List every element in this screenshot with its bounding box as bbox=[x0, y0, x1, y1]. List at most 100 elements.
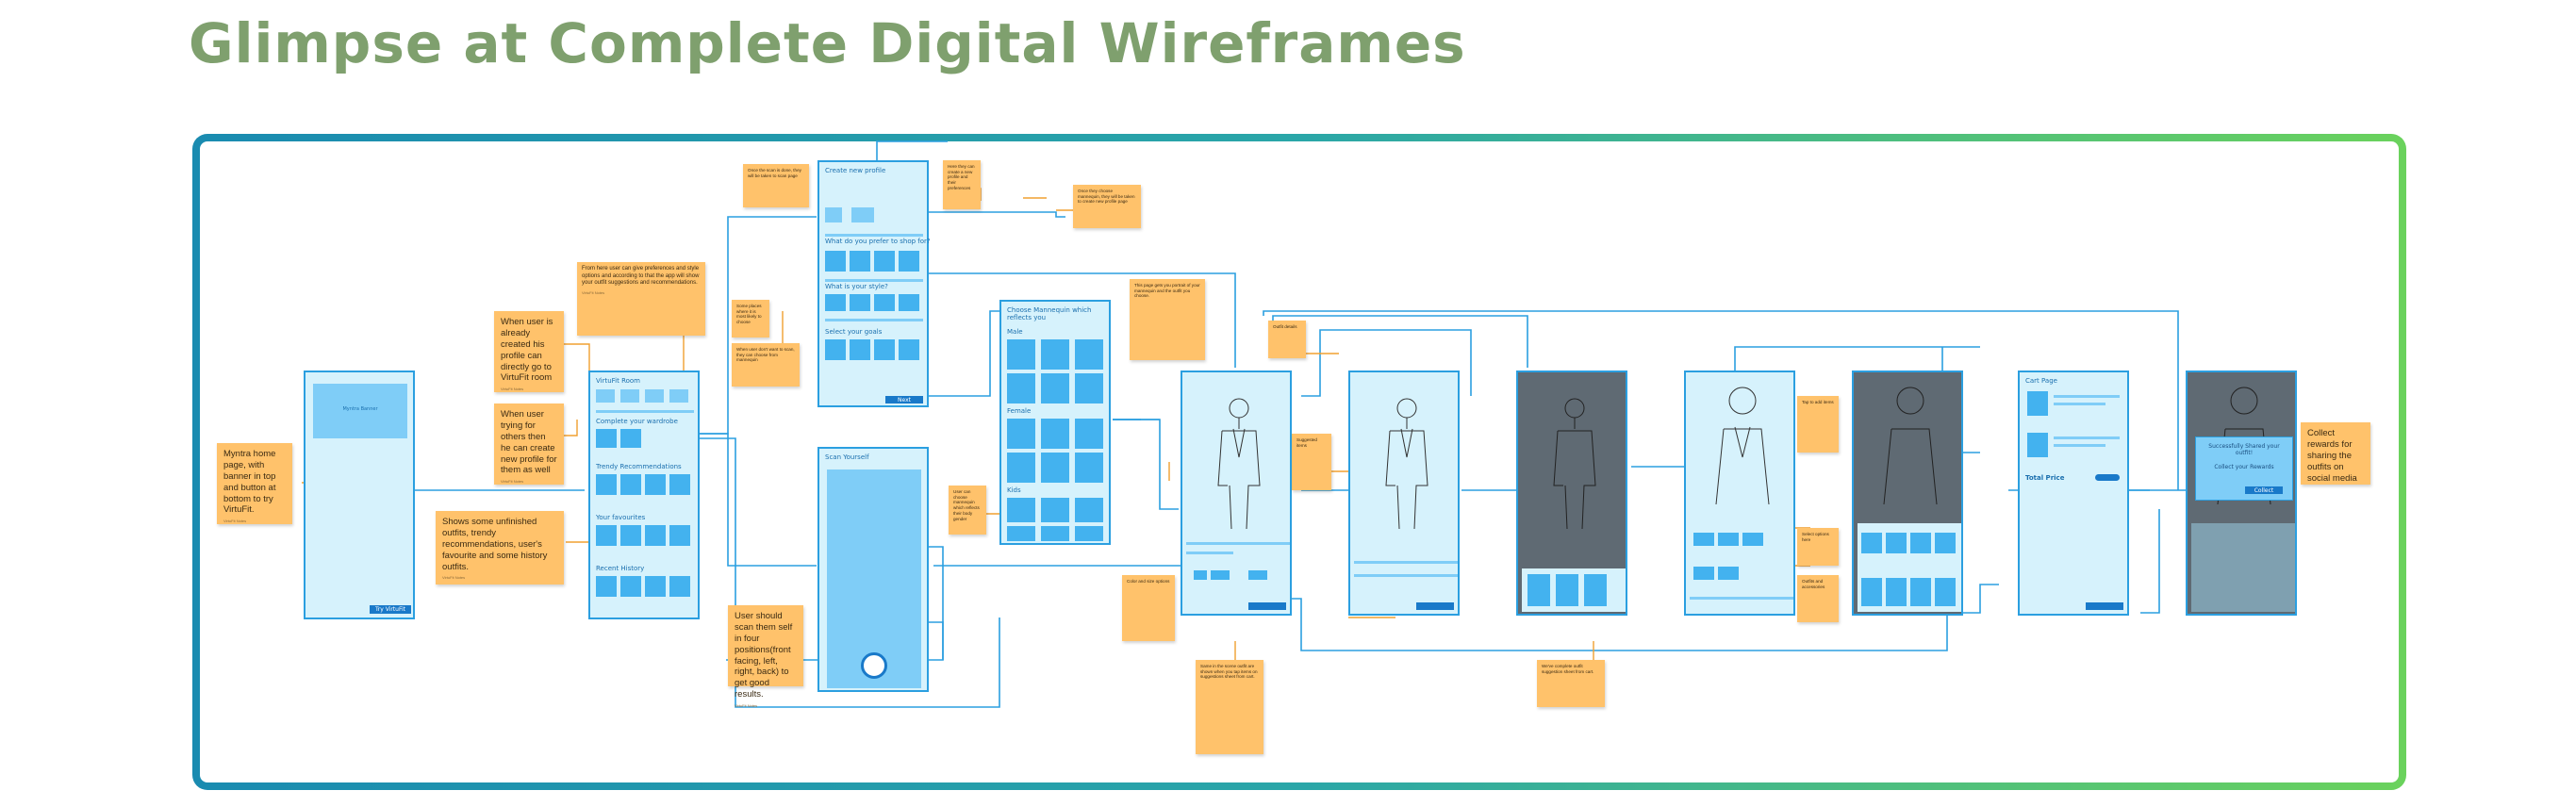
camera-viewport bbox=[827, 469, 921, 688]
note-tap-add: Tap to add items bbox=[1797, 396, 1839, 453]
note-outfit-details: Outfit details bbox=[1268, 321, 1306, 358]
add-button[interactable] bbox=[1416, 602, 1454, 610]
next-button[interactable]: Next bbox=[885, 396, 923, 404]
modal-title: Successfully Shared your outfit! bbox=[2208, 443, 2280, 456]
note-collect-rewards: Collect rewards for sharing the outfits … bbox=[2301, 422, 2370, 485]
note-places: Some places where it is most likely to c… bbox=[732, 300, 769, 338]
option-card[interactable] bbox=[825, 339, 846, 360]
screen-title: Scan Yourself bbox=[825, 453, 869, 461]
screen-myntra-home: Myntra Banner Try VirtuFit bbox=[304, 371, 415, 619]
page-title: Glimpse at Complete Digital Wireframes bbox=[189, 11, 1466, 75]
banner-label: Myntra Banner bbox=[342, 406, 378, 412]
total-pill bbox=[2095, 474, 2120, 481]
try-virtufit-button[interactable]: Try VirtuFit bbox=[370, 605, 411, 614]
note-color-size: Color and size options bbox=[1122, 575, 1175, 641]
outfit-card[interactable] bbox=[596, 429, 617, 448]
outfit-card[interactable] bbox=[645, 525, 666, 546]
option-card[interactable] bbox=[874, 294, 895, 311]
screen-tryon-5 bbox=[1852, 371, 1963, 616]
screen-tryon-3 bbox=[1516, 371, 1627, 616]
note-choose-mannequin-next: Once they choose mannequin, they will be… bbox=[1073, 185, 1141, 228]
note-suggested-items: Suggested items bbox=[1292, 434, 1331, 490]
option-card[interactable] bbox=[874, 251, 895, 272]
tab-new[interactable] bbox=[645, 389, 664, 403]
outfit-card[interactable] bbox=[596, 474, 617, 495]
option-card[interactable] bbox=[825, 294, 846, 311]
rewards-modal: Successfully Shared your outfit! Collect… bbox=[2195, 436, 2293, 501]
option-card[interactable] bbox=[850, 251, 870, 272]
modal-subtitle: Collect your Rewards bbox=[2214, 464, 2274, 470]
outfit-card[interactable] bbox=[669, 525, 690, 546]
section-label: Complete your wardrobe bbox=[596, 418, 678, 425]
screen-title: Choose Mannequin which reflects you bbox=[1007, 306, 1092, 321]
outfit-card[interactable] bbox=[645, 576, 666, 597]
outfit-card[interactable] bbox=[596, 576, 617, 597]
tab-new-2[interactable] bbox=[669, 389, 688, 403]
option-card[interactable] bbox=[899, 339, 919, 360]
option-card[interactable] bbox=[825, 251, 846, 272]
mannequin-figure bbox=[1883, 387, 1938, 505]
checkout-button[interactable] bbox=[2086, 602, 2123, 610]
screen-cart: Cart Page Total Price bbox=[2018, 371, 2129, 616]
section-label: Trendy Recommendations bbox=[596, 463, 682, 470]
option-card[interactable] bbox=[874, 339, 895, 360]
mannequin-figure bbox=[1217, 398, 1261, 530]
note-portrait: This page gets you portrait of your mann… bbox=[1130, 279, 1205, 360]
note-scene-outfit: Same in the scene outfit are shown when … bbox=[1196, 660, 1263, 754]
screen-tryon-1 bbox=[1181, 371, 1292, 616]
banner: Myntra Banner bbox=[313, 384, 407, 438]
note-myntra-home: Myntra home page, with banner in top and… bbox=[217, 443, 292, 524]
mannequin-figure bbox=[1385, 398, 1428, 530]
section-label: What do you prefer to shop for? bbox=[825, 238, 931, 245]
profile-avatar[interactable] bbox=[851, 207, 874, 222]
screen-title: Create new profile bbox=[825, 167, 886, 174]
outfit-card[interactable] bbox=[620, 429, 641, 448]
outfit-card[interactable] bbox=[596, 525, 617, 546]
section-label: Recent History bbox=[596, 565, 645, 572]
note-trying-for-others: When user trying for others then he can … bbox=[494, 404, 564, 485]
outfit-card[interactable] bbox=[645, 474, 666, 495]
outfit-card[interactable] bbox=[620, 474, 641, 495]
note-complete-outfit: We've complete outfit suggestion sheet f… bbox=[1537, 660, 1605, 707]
section-label: Kids bbox=[1007, 486, 1021, 494]
section-label: Your favourites bbox=[596, 514, 646, 521]
note-no-scan: When user don't want to scan, they can c… bbox=[732, 343, 800, 387]
section-label: Female bbox=[1007, 407, 1032, 415]
screen-share-rewards: Successfully Shared your outfit! Collect… bbox=[2186, 371, 2297, 616]
total-price-label: Total Price bbox=[2025, 474, 2065, 482]
screen-tryon-2 bbox=[1348, 371, 1460, 616]
tab-friend[interactable] bbox=[620, 389, 639, 403]
screen-choose-mannequin: Choose Mannequin which reflects you Male… bbox=[999, 300, 1111, 545]
screen-title: VirtuFit Room bbox=[596, 377, 641, 385]
section-label: What is your style? bbox=[825, 283, 888, 290]
option-card[interactable] bbox=[899, 251, 919, 272]
mannequin-figure bbox=[1715, 387, 1770, 505]
profile-avatar[interactable] bbox=[825, 207, 842, 222]
section-label: Male bbox=[1007, 328, 1023, 336]
note-scan-four-positions: User should scan them self in four posit… bbox=[728, 605, 803, 708]
mannequin-figure bbox=[1553, 398, 1596, 530]
screen-tryon-4 bbox=[1684, 371, 1795, 616]
screen-scan: Scan Yourself bbox=[817, 447, 929, 692]
add-button[interactable] bbox=[1248, 602, 1286, 610]
outfit-card[interactable] bbox=[669, 576, 690, 597]
collect-button[interactable]: Collect bbox=[2245, 486, 2283, 494]
note-mannequin-choice: User can choose mannequin which reflects… bbox=[949, 486, 986, 535]
shutter-button[interactable] bbox=[861, 652, 887, 679]
note-new-profile: Here they can create a new profile and t… bbox=[943, 160, 981, 209]
tab-me[interactable] bbox=[596, 389, 615, 403]
note-outfits-accessories: Outfits and accessories bbox=[1797, 575, 1839, 622]
note-already-created: When user is already created his profile… bbox=[494, 311, 564, 392]
note-preferences: From here user can give preferences and … bbox=[577, 262, 705, 336]
option-card[interactable] bbox=[899, 294, 919, 311]
note-select-options: Select options here bbox=[1797, 528, 1839, 566]
screen-title: Cart Page bbox=[2025, 377, 2057, 385]
option-card[interactable] bbox=[850, 339, 870, 360]
option-card[interactable] bbox=[850, 294, 870, 311]
outfit-card[interactable] bbox=[620, 576, 641, 597]
outfit-card[interactable] bbox=[620, 525, 641, 546]
outfit-card[interactable] bbox=[669, 474, 690, 495]
section-label: Select your goals bbox=[825, 328, 883, 336]
note-unfinished-outfits: Shows some unfinished outfits, trendy re… bbox=[436, 511, 564, 585]
